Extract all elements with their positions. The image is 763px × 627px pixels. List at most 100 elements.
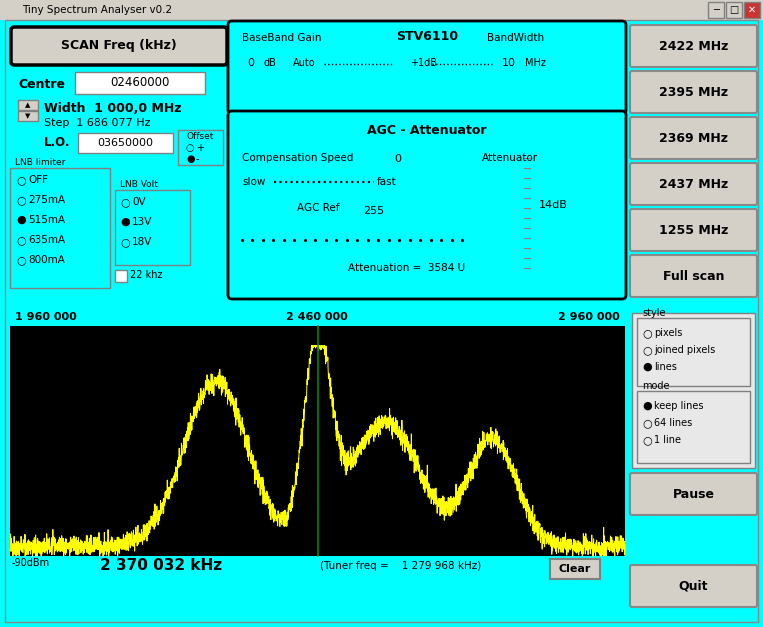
Text: ○: ○ xyxy=(120,197,130,207)
Bar xyxy=(240,53,262,73)
Text: ▼: ▼ xyxy=(25,113,31,119)
Bar xyxy=(437,230,455,250)
Text: slow: slow xyxy=(242,177,266,187)
Bar xyxy=(352,201,397,221)
Bar xyxy=(18,100,38,110)
Text: 255: 255 xyxy=(363,206,385,216)
Text: keep lines: keep lines xyxy=(654,401,703,411)
Text: 2437 MHz: 2437 MHz xyxy=(659,177,728,191)
Bar xyxy=(236,119,618,144)
Text: 22 khz: 22 khz xyxy=(130,270,163,280)
Text: 515mA: 515mA xyxy=(28,215,65,225)
Text: ─: ─ xyxy=(713,5,719,15)
Bar xyxy=(75,72,205,94)
Bar xyxy=(18,111,38,121)
Text: -: - xyxy=(196,154,199,164)
Text: joined pixels: joined pixels xyxy=(654,345,715,355)
Text: ▲: ▲ xyxy=(25,102,31,108)
Text: 1255 MHz: 1255 MHz xyxy=(658,223,728,236)
FancyBboxPatch shape xyxy=(228,111,626,299)
Text: 02460000: 02460000 xyxy=(111,76,169,90)
Text: ○: ○ xyxy=(120,237,130,247)
Text: ○: ○ xyxy=(16,235,26,245)
Text: ○: ○ xyxy=(642,435,652,445)
Text: dBm: dBm xyxy=(12,342,34,352)
Text: +1dB: +1dB xyxy=(410,58,437,68)
Text: LNB Volt: LNB Volt xyxy=(120,180,158,189)
Text: ●: ● xyxy=(186,154,195,164)
Text: 2 370 032 kHz: 2 370 032 kHz xyxy=(100,558,222,573)
Text: -90dBm: -90dBm xyxy=(12,558,50,568)
Bar xyxy=(726,2,742,18)
Bar xyxy=(178,130,223,165)
Text: SCAN Freq (kHz): SCAN Freq (kHz) xyxy=(61,40,177,53)
Text: Tiny Spectrum Analyser v0.2: Tiny Spectrum Analyser v0.2 xyxy=(22,5,172,15)
FancyBboxPatch shape xyxy=(630,473,757,515)
Text: ●: ● xyxy=(16,215,26,225)
Text: Attenuation =  3584 U: Attenuation = 3584 U xyxy=(349,263,465,273)
Bar xyxy=(10,168,110,288)
Bar xyxy=(78,133,173,153)
Text: BaseBand Gain: BaseBand Gain xyxy=(242,33,321,43)
Text: 1 960 000: 1 960 000 xyxy=(15,312,77,322)
Text: ●: ● xyxy=(120,217,130,227)
Text: 2422 MHz: 2422 MHz xyxy=(658,40,728,53)
Text: Pause: Pause xyxy=(672,488,714,500)
Text: Quit: Quit xyxy=(679,579,708,593)
Bar xyxy=(324,60,394,68)
Text: 13V: 13V xyxy=(132,217,153,227)
Text: □: □ xyxy=(729,5,739,15)
Bar xyxy=(242,233,462,247)
Bar xyxy=(387,150,409,168)
Bar xyxy=(637,391,750,463)
Text: ○: ○ xyxy=(16,175,26,185)
Text: ●: ● xyxy=(642,401,652,411)
Text: 18V: 18V xyxy=(132,237,153,247)
Text: MHz: MHz xyxy=(525,58,546,68)
Bar xyxy=(637,318,750,386)
Bar xyxy=(280,56,291,67)
Text: ✕: ✕ xyxy=(748,5,756,15)
Bar xyxy=(744,2,760,18)
Text: LNB limiter: LNB limiter xyxy=(15,158,66,167)
Text: ○: ○ xyxy=(16,195,26,205)
FancyBboxPatch shape xyxy=(228,21,626,114)
Text: Step  1 686 077 Hz: Step 1 686 077 Hz xyxy=(44,118,150,128)
Text: 1 line: 1 line xyxy=(654,435,681,445)
Bar xyxy=(534,197,572,213)
Text: Width  1 000,0 MHz: Width 1 000,0 MHz xyxy=(44,102,182,115)
Text: 2 460 000: 2 460 000 xyxy=(286,312,348,322)
Text: (Tuner freq =    1 279 968 kHz): (Tuner freq = 1 279 968 kHz) xyxy=(320,561,481,571)
Text: BandWidth: BandWidth xyxy=(487,33,544,43)
Text: AGC Ref: AGC Ref xyxy=(297,203,340,213)
Text: 800mA: 800mA xyxy=(28,255,65,265)
Text: 275mA: 275mA xyxy=(28,195,65,205)
Bar xyxy=(550,559,600,579)
FancyBboxPatch shape xyxy=(630,565,757,607)
Text: AGC - Attenuator: AGC - Attenuator xyxy=(367,125,487,137)
Text: 0: 0 xyxy=(394,154,401,164)
Text: 0: 0 xyxy=(247,58,255,68)
Text: -26: -26 xyxy=(12,329,28,339)
Text: 0V: 0V xyxy=(132,197,146,207)
Text: 635mA: 635mA xyxy=(28,235,65,245)
Text: 2 960 000: 2 960 000 xyxy=(559,312,620,322)
Bar xyxy=(0,0,763,20)
FancyBboxPatch shape xyxy=(630,71,757,113)
Text: dB: dB xyxy=(264,58,277,68)
Bar xyxy=(115,270,127,282)
Bar xyxy=(495,53,523,73)
Text: lines: lines xyxy=(654,362,677,372)
Text: style: style xyxy=(642,308,665,318)
Bar xyxy=(708,2,724,18)
Bar xyxy=(272,174,282,190)
FancyBboxPatch shape xyxy=(630,255,757,297)
Bar xyxy=(502,150,524,280)
Text: ●: ● xyxy=(642,362,652,372)
Text: ○: ○ xyxy=(642,345,652,355)
Text: Auto: Auto xyxy=(293,58,316,68)
Text: 64 lines: 64 lines xyxy=(654,418,692,428)
Text: 14dB: 14dB xyxy=(539,200,568,210)
Bar xyxy=(322,55,332,73)
FancyBboxPatch shape xyxy=(11,27,227,65)
